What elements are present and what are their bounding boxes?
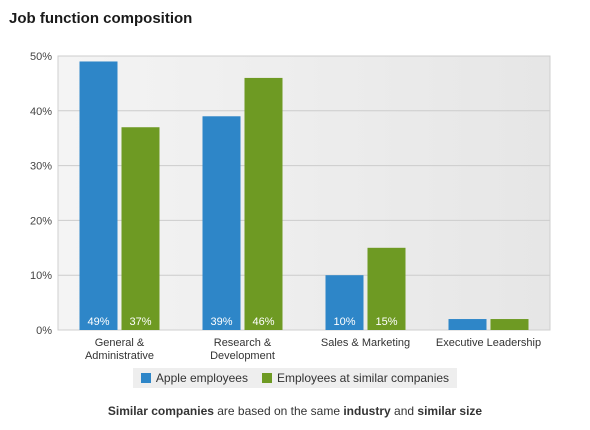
footnote-bold-similar-companies: Similar companies [107,404,214,418]
bar-chart: 0% 10% 20% 30% 40% 50% 49% 37% 39% 46% 10% 15% Gen… [30,51,551,362]
y-tick-label: 20% [30,215,52,227]
legend-item-similar[interactable]: Employees at similar companies [261,371,450,385]
bar-data-label: 46% [252,316,274,328]
bars [79,61,529,331]
legend-label-similar: Employees at similar companies [276,371,450,385]
bar-apple-3[interactable] [448,319,487,330]
bar-similar-2[interactable] [367,247,406,330]
bar-apple-0[interactable] [79,61,118,330]
x-axis-ticks: General &Administrative Research &Develop… [85,337,541,362]
bar-data-label: 49% [87,316,109,328]
bar-apple-1[interactable] [202,116,241,330]
bar-data-labels: 49% 37% 39% 46% 10% 15% [87,316,397,328]
bar-apple-2[interactable] [325,275,364,330]
x-tick-label: Administrative [85,350,154,362]
y-axis-ticks: 0% 10% 20% 30% 40% 50% [30,51,52,337]
legend-swatch-similar [261,373,272,383]
bar-similar-3[interactable] [490,319,529,330]
bar-data-label: 39% [210,316,232,328]
y-tick-label: 30% [30,161,52,173]
x-tick-label: General & [95,337,145,349]
bar-data-label: 37% [129,316,151,328]
page-title: Job function composition [9,10,193,27]
bar-data-label: 10% [333,316,355,328]
legend-item-apple[interactable]: Apple employees [140,371,248,385]
footnote: Similar companies are based on the same … [0,404,590,418]
footnote-text-2: and [390,404,418,418]
y-tick-label: 40% [30,106,52,118]
bar-similar-1[interactable] [244,77,283,330]
x-tick-label: Development [210,350,275,362]
footnote-text-1: are based on the same [213,404,344,418]
y-tick-label: 10% [30,270,52,282]
legend-swatch-apple [140,373,151,383]
bar-similar-0[interactable] [121,127,160,331]
legend-label-apple: Apple employees [155,371,248,385]
bar-data-label: 15% [375,316,397,328]
footnote-bold-similar-size: similar size [417,404,483,418]
x-tick-label: Research & [214,337,272,349]
y-tick-label: 50% [30,51,52,63]
x-tick-label: Sales & Marketing [321,337,410,349]
x-tick-label: Executive Leadership [436,337,541,349]
legend: Apple employees Employees at similar com… [0,368,590,388]
footnote-bold-industry: industry [343,404,391,418]
y-tick-label: 0% [36,325,52,337]
